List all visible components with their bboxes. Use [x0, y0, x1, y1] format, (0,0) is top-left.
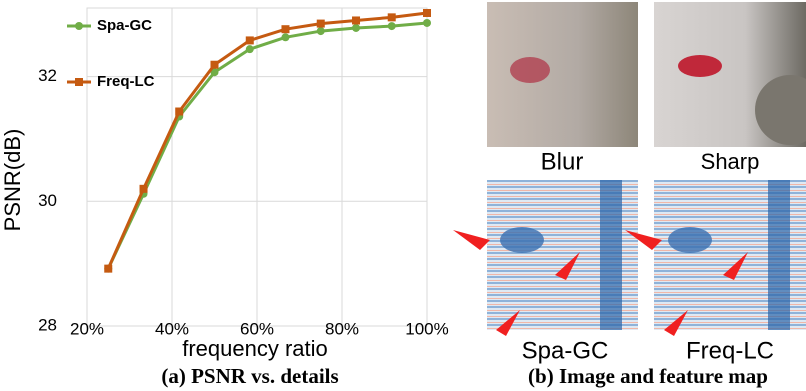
freq-edge — [768, 180, 790, 330]
arrow — [723, 252, 748, 280]
x-tick-label: 40% — [155, 319, 189, 338]
x-tick-label: 20% — [70, 319, 104, 338]
marker — [352, 23, 361, 32]
y-tick-label: 28 — [38, 315, 57, 334]
arrow — [453, 230, 490, 250]
series-line — [106, 21, 428, 270]
arrow — [496, 310, 520, 336]
image-panel — [453, 2, 806, 336]
sharp-light — [678, 55, 722, 77]
arrows — [453, 230, 748, 336]
y-axis-label: PSNR(dB) — [0, 129, 25, 232]
x-axis-label: frequency ratio — [182, 336, 328, 361]
x-tick-label: 100% — [405, 319, 448, 338]
marker — [245, 45, 254, 54]
series-line — [106, 11, 428, 270]
blur-light — [510, 57, 550, 83]
spa-feature — [500, 227, 544, 253]
marker — [352, 16, 361, 25]
marker — [210, 68, 219, 77]
legend-marker — [75, 22, 83, 30]
image-label: Sharp — [701, 149, 760, 174]
arrow — [625, 230, 662, 250]
image-label: Spa-GC — [522, 337, 609, 364]
marker — [104, 264, 113, 273]
sharp-wheel — [755, 75, 806, 145]
x-tick-label: 60% — [240, 319, 274, 338]
spa-edge — [600, 180, 622, 330]
legend-label: Spa-GC — [97, 17, 152, 34]
caption: (a) PSNR vs. details — [161, 364, 338, 388]
legend-label: Freq-LC — [97, 73, 155, 90]
y-tick-label: 30 — [38, 191, 57, 210]
marker — [139, 184, 148, 193]
caption: (b) Image and feature map — [528, 364, 768, 388]
marker — [387, 13, 396, 22]
marker — [423, 18, 431, 27]
image-label: Blur — [541, 148, 584, 175]
marker — [423, 8, 431, 17]
marker — [245, 36, 254, 45]
freq-feature — [668, 227, 712, 253]
marker — [316, 19, 325, 28]
arrow — [555, 252, 580, 280]
marker — [210, 60, 219, 69]
legend-marker — [75, 78, 83, 86]
y-tick-label: 32 — [38, 66, 57, 85]
marker — [281, 25, 290, 34]
marker — [175, 107, 184, 116]
marker — [316, 27, 325, 36]
image-label: Freq-LC — [686, 337, 774, 364]
blur-image — [487, 2, 638, 147]
arrow — [664, 310, 688, 336]
x-tick-label: 80% — [325, 319, 359, 338]
marker — [387, 22, 396, 31]
marker — [281, 33, 290, 42]
